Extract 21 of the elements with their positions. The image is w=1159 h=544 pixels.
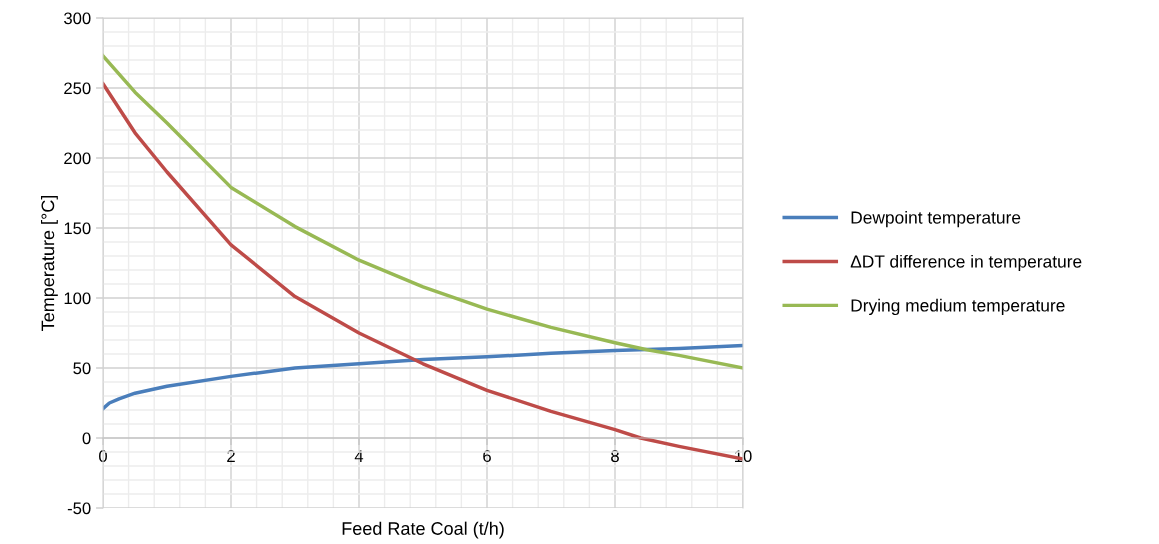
y-tick-label: 100 xyxy=(64,292,91,305)
x-tick-label: 8 xyxy=(611,450,619,463)
x-tick-label: 10 xyxy=(735,450,752,463)
x-tick-label: 2 xyxy=(227,450,235,462)
x-tick-label: 0 xyxy=(99,450,107,463)
y-tick-label: 200 xyxy=(64,152,91,165)
y-tick-label: 300 xyxy=(64,12,91,25)
legend-label: Dewpoint temperature xyxy=(851,210,1021,228)
line-series xyxy=(103,54,743,370)
x-tick-label: 6 xyxy=(483,450,491,463)
x-tick-label: 4 xyxy=(354,450,364,462)
y-tick-label: 50 xyxy=(73,362,91,375)
y-tick-label: 0 xyxy=(82,432,91,445)
y-tick-label: -50 xyxy=(67,502,91,515)
y-axis-title: Temperature [°C] xyxy=(41,195,58,331)
legend-label: ΔDT difference in temperature xyxy=(850,254,1082,272)
line-series xyxy=(103,343,743,411)
x-axis-title: Feed Rate Coal (t/h) xyxy=(342,521,504,539)
y-tick-label: 250 xyxy=(64,82,91,95)
legend-label: Drying medium temperature xyxy=(851,298,1065,316)
y-tick-label: 150 xyxy=(64,222,91,235)
